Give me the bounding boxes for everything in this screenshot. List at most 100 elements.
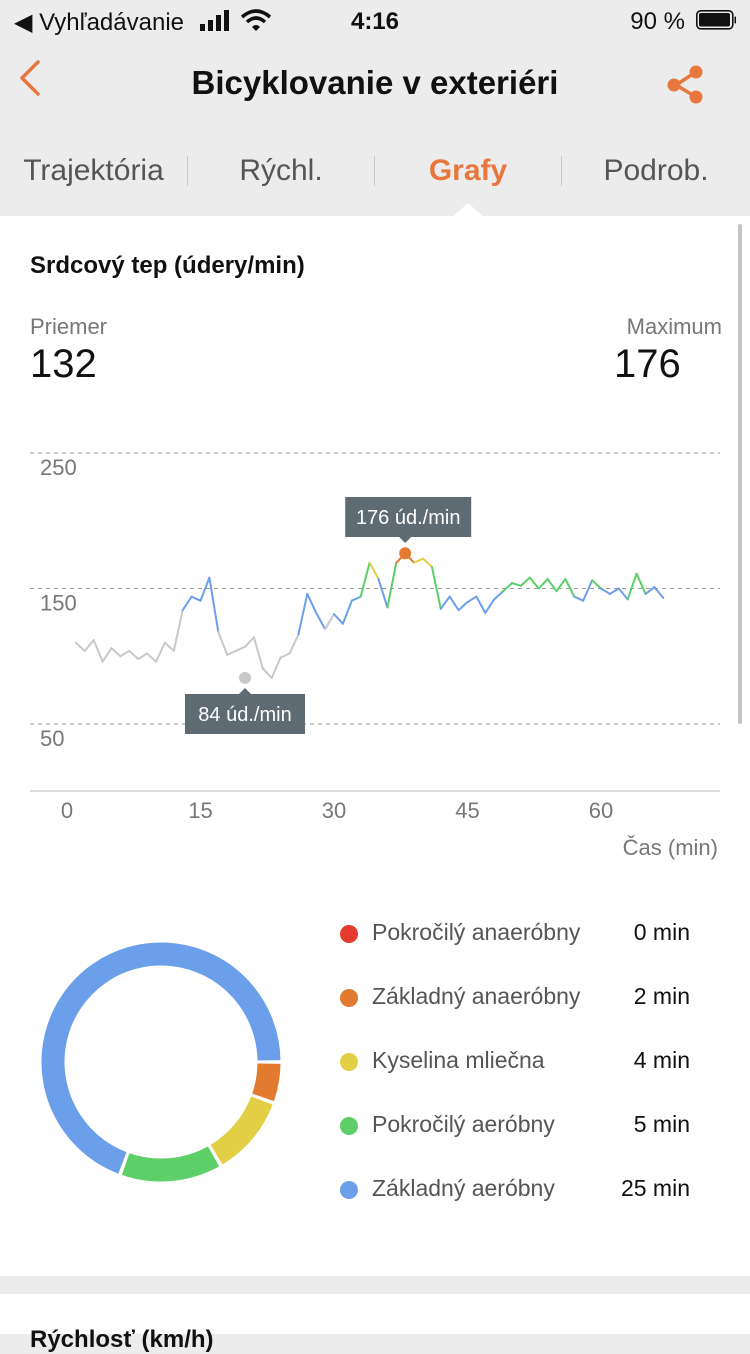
heart-rate-segment [270, 656, 282, 679]
maximum-value: 176 [614, 342, 681, 386]
signal-icon [200, 10, 229, 31]
back-button[interactable] [16, 56, 56, 100]
tab-divider [374, 156, 375, 186]
heart-rate-segment [261, 667, 273, 679]
heart-rate-segment [377, 578, 389, 609]
heart-rate-segment [493, 590, 505, 601]
heart-rate-segment [475, 595, 487, 614]
heart-rate-segment [448, 595, 460, 612]
heart-rate-segment [119, 649, 131, 658]
heart-rate-segment [181, 595, 193, 612]
scroll-indicator[interactable] [738, 224, 742, 724]
zone-label: Základný anaeróbny [372, 983, 581, 1009]
tab-speed[interactable]: Rýchl. [239, 154, 323, 187]
x-tick-label: 30 [322, 798, 346, 823]
heart-rate-segment [235, 645, 246, 652]
zone-row: Základný aeróbny 25 min [336, 1170, 696, 1210]
heart-rate-segment [555, 578, 567, 593]
heart-rate-segment [190, 595, 202, 602]
tab-graphs[interactable]: Grafy [428, 154, 508, 187]
heart-rate-title: Srdcový tep (údery/min) [30, 252, 305, 279]
min-label-pointer [239, 688, 251, 694]
heart-rate-segment [430, 565, 442, 610]
tab-bar: Trajektória Rýchl. Grafy Podrob. [0, 140, 750, 216]
heart-rate-segment [279, 652, 291, 659]
heart-rate-segment [172, 609, 184, 652]
heart-rate-segment [591, 579, 602, 590]
y-tick-label: 150 [40, 591, 77, 616]
heart-rate-segment [288, 633, 300, 655]
status-bar: ◀ Vyhľadávanie 4:16 90 % [0, 0, 750, 44]
heart-rate-segment [297, 592, 309, 636]
heart-rate-segment [306, 592, 318, 614]
heart-rate-segment [528, 576, 540, 590]
max-point [399, 547, 412, 560]
zone-row: Pokročilý anaeróbny 0 min [336, 914, 696, 954]
heart-rate-segment [155, 641, 166, 663]
heart-rate-segment [333, 613, 344, 625]
zone-duration: 0 min [633, 919, 690, 945]
tab-details[interactable]: Podrob. [603, 154, 709, 187]
heart-rate-segment [413, 557, 424, 564]
heart-rate-segment [511, 582, 522, 587]
zone-label: Kyselina mliečna [372, 1047, 545, 1073]
average-value: 132 [30, 342, 97, 386]
min-label: 84 úd./min [198, 704, 291, 726]
heart-rate-segment [644, 586, 656, 595]
zone-color-dot [340, 1053, 358, 1071]
donut-segment [41, 942, 281, 1174]
heart-rate-segment [217, 630, 229, 656]
heart-rate-segment [502, 582, 513, 593]
heart-rate-segment [484, 598, 496, 614]
zone-color-dot [340, 1181, 358, 1199]
heart-rate-segment [439, 595, 451, 610]
donut-segment [121, 1146, 220, 1182]
heart-rate-segment [422, 557, 433, 568]
zone-color-dot [340, 989, 358, 1007]
heart-rate-segment [608, 587, 620, 595]
heart-rate-zone-donut [41, 942, 281, 1182]
clock: 4:16 [350, 8, 400, 35]
heart-rate-segment [163, 641, 175, 652]
back-to-app-link[interactable]: ◀ Vyhľadávanie [14, 9, 185, 36]
heart-rate-segment [92, 638, 104, 663]
heart-rate-segment [617, 587, 629, 601]
max-label: 176 úd./min [356, 507, 461, 529]
zone-label: Pokročilý anaeróbny [372, 919, 581, 945]
zone-row: Základný anaeróbny 2 min [336, 978, 696, 1018]
zone-duration: 2 min [633, 983, 690, 1009]
zone-row: Kyselina mliečna 4 min [336, 1042, 696, 1082]
x-tick-label: 60 [589, 798, 613, 823]
heart-rate-segment [359, 561, 371, 598]
donut-segment [252, 1063, 281, 1102]
tab-divider [187, 156, 188, 186]
x-tick-label: 15 [188, 798, 212, 823]
heart-rate-segment [199, 576, 211, 602]
share-button[interactable] [664, 64, 708, 104]
heart-rate-segment [74, 641, 86, 652]
zone-duration: 25 min [620, 1175, 690, 1201]
max-label-box [345, 497, 472, 537]
heart-rate-segment [137, 652, 149, 660]
heart-rate-segment [350, 595, 362, 602]
heart-rate-segment [537, 578, 549, 590]
speed-title: Rýchlosť (km/h) [30, 1326, 214, 1353]
x-tick-label: 45 [455, 798, 479, 823]
speed-card [0, 1294, 750, 1334]
zone-duration: 5 min [633, 1111, 690, 1137]
max-label-pointer [399, 537, 412, 543]
heart-rate-segment [128, 649, 140, 660]
maximum-label: Maximum [626, 314, 722, 339]
active-tab-pointer [452, 203, 484, 217]
heart-rate-segment [110, 647, 122, 658]
heart-rate-segment [653, 586, 665, 599]
x-tick-label: 0 [61, 798, 73, 823]
heart-rate-segment [315, 611, 327, 631]
tab-divider [561, 156, 562, 186]
heart-rate-segment [368, 561, 380, 581]
page-title: Bicyklovanie v exteriéri [191, 64, 559, 101]
heart-rate-segment [252, 636, 264, 670]
heart-rate-segment [386, 561, 398, 609]
heart-rate-segment [466, 595, 478, 604]
tab-trajectory[interactable]: Trajektória [23, 154, 164, 187]
